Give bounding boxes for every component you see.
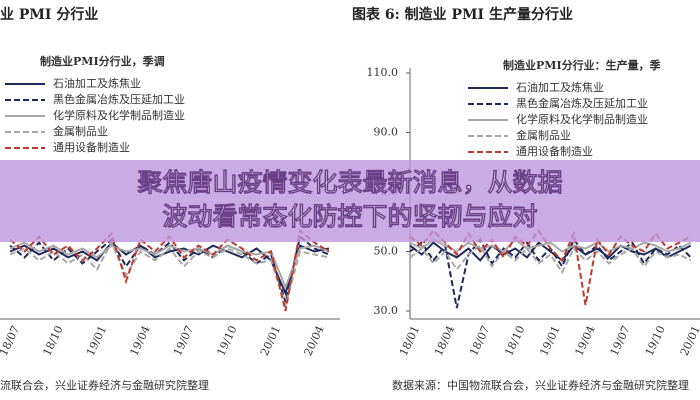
x-tick-label: 18/01 <box>397 324 422 358</box>
legend-label: 黑色金属冶炼及压延加工业 <box>53 92 185 106</box>
source-note: 数据来源：中国物流联合会，兴业证券经济与金融研究院整理 <box>392 378 689 392</box>
legend-label: 化学原料及化学制品制造业 <box>516 112 648 126</box>
x-tick-label: 20/01 <box>678 324 700 358</box>
series-line <box>409 228 692 306</box>
chart-title: 业 PMI 分行业 <box>0 6 98 23</box>
y-tick-label: 90.0 <box>374 126 399 139</box>
legend-label: 化学原料及化学制品制造业 <box>53 108 185 122</box>
legend-label: 石油加工及炼焦业 <box>53 76 141 90</box>
x-tick-label: 19/10 <box>643 324 668 358</box>
x-tick-label: 19/07 <box>171 324 196 358</box>
y-tick-label: 110.0 <box>367 66 399 79</box>
x-tick-label: 19/04 <box>127 324 152 358</box>
x-tick-label: 19/01 <box>537 324 562 358</box>
legend-label: 黑色金属冶炼及压延加工业 <box>516 96 648 110</box>
banner-text: 聚焦唐山疫情变化表最新消息，从数据 <box>136 168 562 197</box>
legend-label: 石油加工及炼焦业 <box>516 80 604 94</box>
source-note: 流联合会，兴业证券经济与金融研究院整理 <box>0 378 209 392</box>
x-tick-label: 19/10 <box>214 324 239 358</box>
banner-bg <box>0 160 700 242</box>
x-tick-label: 18/07 <box>0 324 22 358</box>
x-tick-label: 19/07 <box>608 324 633 358</box>
chart-title: 图表 6: 制造业 PMI 生产量分行业 <box>352 6 573 23</box>
series-line <box>409 241 692 262</box>
banner-text: 波动看常态化防控下的坚韧与应对 <box>162 202 537 231</box>
x-tick-label: 18/10 <box>40 324 65 358</box>
legend-title: 制造业PMI分行业，季调 <box>40 54 165 68</box>
legend-label: 通用设备制造业 <box>53 140 130 154</box>
series-line <box>9 241 330 290</box>
y-tick-label: 50.0 <box>374 245 399 258</box>
x-tick-label: 20/01 <box>258 324 283 358</box>
x-tick-label: 18/10 <box>502 324 527 358</box>
x-tick-label: 18/04 <box>432 324 457 358</box>
legend-label: 金属制品业 <box>53 124 108 138</box>
y-tick-label: 30.0 <box>374 304 399 317</box>
x-tick-label: 18/07 <box>467 324 492 358</box>
x-tick-label: 20/04 <box>301 324 326 358</box>
series-line <box>409 238 692 253</box>
x-tick-label: 19/01 <box>84 324 109 358</box>
legend-label: 金属制品业 <box>516 128 571 142</box>
legend-label: 通用设备制造业 <box>516 144 593 158</box>
legend-title: 制造业PMI分行业：生产量，季 <box>503 58 662 72</box>
x-tick-label: 19/04 <box>572 324 597 358</box>
series-line <box>9 240 330 309</box>
